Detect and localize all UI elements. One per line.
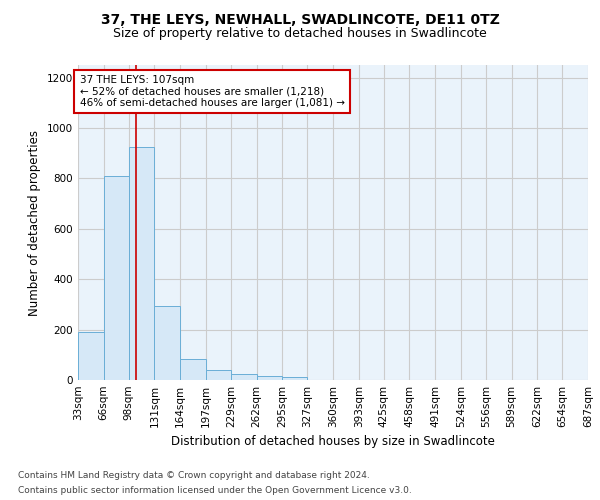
Bar	[78, 332, 104, 380]
Text: Contains public sector information licensed under the Open Government Licence v3: Contains public sector information licen…	[18, 486, 412, 495]
Bar	[154, 306, 180, 380]
Bar	[231, 374, 257, 380]
Bar	[206, 370, 231, 380]
Bar	[104, 176, 128, 380]
Y-axis label: Number of detached properties: Number of detached properties	[28, 130, 41, 316]
Bar	[283, 378, 307, 380]
Text: Contains HM Land Registry data © Crown copyright and database right 2024.: Contains HM Land Registry data © Crown c…	[18, 471, 370, 480]
Text: Distribution of detached houses by size in Swadlincote: Distribution of detached houses by size …	[171, 435, 495, 448]
Bar	[180, 358, 206, 380]
Text: Size of property relative to detached houses in Swadlincote: Size of property relative to detached ho…	[113, 28, 487, 40]
Bar	[257, 376, 283, 380]
Bar	[128, 147, 154, 380]
Text: 37 THE LEYS: 107sqm
← 52% of detached houses are smaller (1,218)
46% of semi-det: 37 THE LEYS: 107sqm ← 52% of detached ho…	[80, 75, 344, 108]
Text: 37, THE LEYS, NEWHALL, SWADLINCOTE, DE11 0TZ: 37, THE LEYS, NEWHALL, SWADLINCOTE, DE11…	[101, 12, 499, 26]
